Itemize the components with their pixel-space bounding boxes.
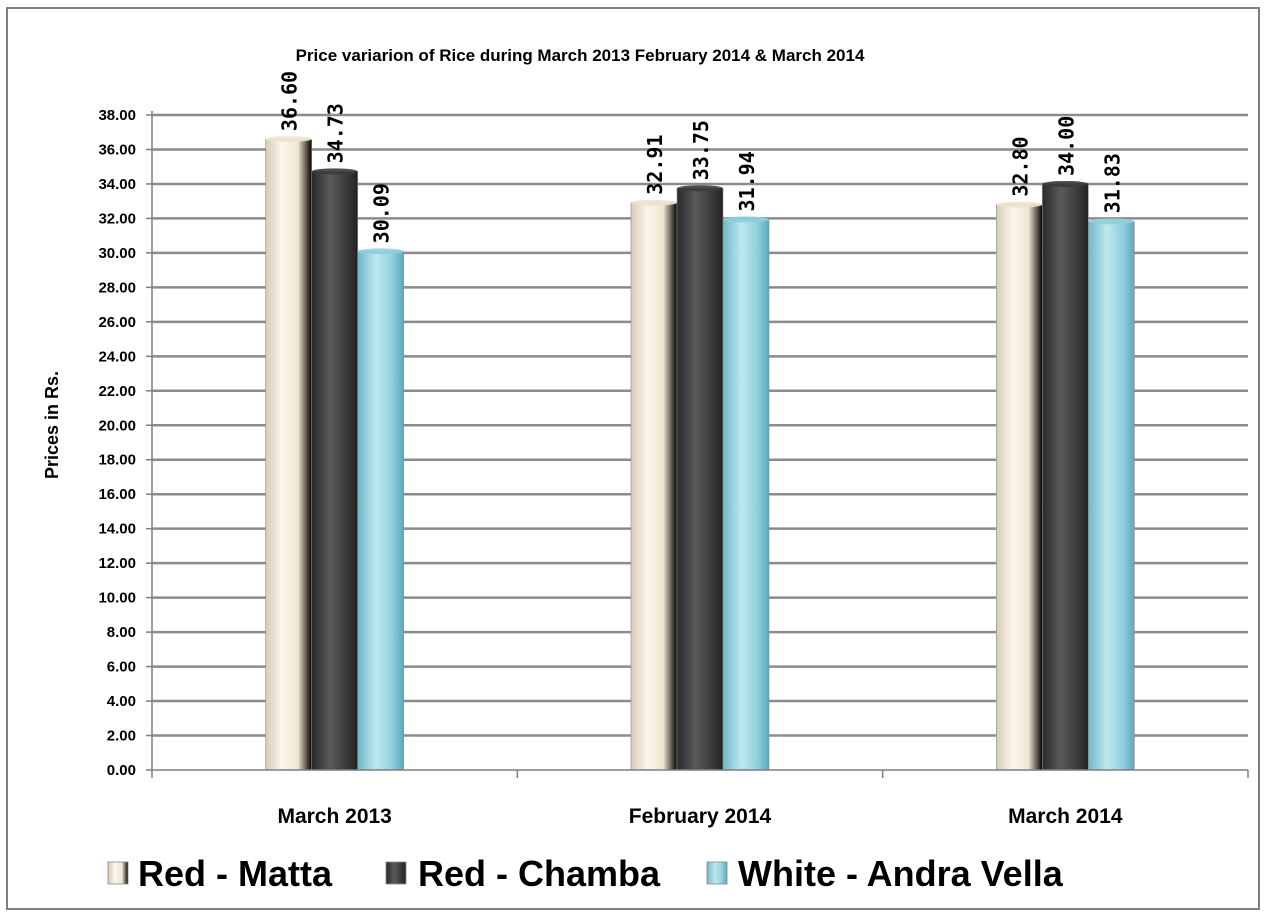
bar-red-chamba-1: [676, 187, 724, 771]
data-label: 32.80: [1008, 136, 1032, 196]
legend-label: White - Andra Vella: [738, 853, 1064, 894]
bar-top: [677, 185, 723, 192]
data-label: 34.00: [1054, 116, 1078, 176]
chart-title: Price variarion of Rice during March 201…: [296, 46, 865, 65]
axes: 0.00 2.00 4.00 6.00 8.00 10.00 12.00 14.00 16.00…: [98, 107, 1249, 828]
bar-white-andra-vella-2: [1088, 221, 1135, 771]
bars: 36.60 34.73 30.09 32.91 33.75 31.94 32.80 34.00…: [265, 71, 1135, 771]
bar-top: [723, 216, 769, 223]
y-tick-label: 14.00: [98, 521, 136, 538]
legend-swatch: [385, 861, 407, 885]
bar-white-andra-vella-1: [722, 219, 770, 771]
x-category-label: March 2014: [1008, 805, 1123, 828]
legend-label: Red - Chamba: [418, 853, 661, 894]
bar-white-andra-vella-0: [357, 251, 404, 771]
data-label: 34.73: [324, 103, 348, 163]
bar-top: [311, 168, 358, 175]
y-tick-label: 6.00: [107, 659, 136, 676]
y-tick-label: 28.00: [98, 279, 136, 296]
y-tick-label: 2.00: [107, 728, 136, 745]
bar-top: [265, 136, 312, 143]
bar-red-chamba-2: [1042, 183, 1089, 771]
y-tick-label: 24.00: [98, 348, 136, 365]
y-tick-label: 12.00: [98, 555, 136, 572]
legend-swatch: [706, 861, 728, 885]
y-tick-label: 16.00: [98, 486, 136, 503]
y-tick-label: 22.00: [98, 383, 136, 400]
y-tick-label: 20.00: [98, 417, 136, 434]
bar-red-chamba-0: [311, 171, 358, 771]
bar-top: [1042, 180, 1089, 187]
y-tick-label: 30.00: [98, 245, 136, 262]
y-tick-label: 36.00: [98, 141, 136, 158]
data-label: 32.91: [643, 135, 667, 195]
y-tick-label: 10.00: [98, 590, 136, 607]
data-label: 31.94: [735, 151, 759, 211]
x-category-label: February 2014: [629, 805, 772, 828]
data-label: 36.60: [278, 71, 302, 131]
bar-top: [996, 201, 1043, 208]
data-label: 30.09: [370, 183, 394, 243]
y-tick-label: 32.00: [98, 210, 136, 227]
x-category-label: March 2013: [277, 805, 391, 828]
bar-top: [631, 199, 677, 206]
y-tick-label: 4.00: [107, 693, 136, 710]
bar-red-matta-2: [996, 204, 1043, 771]
data-label: 33.75: [689, 120, 713, 180]
bar-red-matta-1: [630, 202, 678, 771]
bar-red-matta-0: [265, 138, 312, 771]
legend-label: Red - Matta: [138, 853, 333, 894]
y-axis-label: Prices in Rs.: [42, 371, 62, 479]
bar-top: [1088, 218, 1135, 225]
y-tick-label: 38.00: [98, 107, 136, 124]
legend-swatch: [107, 861, 129, 885]
y-tick-label: 0.00: [107, 762, 136, 779]
y-tick-label: 18.00: [98, 452, 136, 469]
data-label: 31.83: [1100, 153, 1124, 213]
y-tick-label: 34.00: [98, 176, 136, 193]
y-tick-label: 26.00: [98, 314, 136, 331]
bar-top: [357, 248, 404, 255]
y-tick-label: 8.00: [107, 624, 136, 641]
legend: Red - Matta Red - Chamba White - Andra Vel…: [107, 853, 1064, 894]
